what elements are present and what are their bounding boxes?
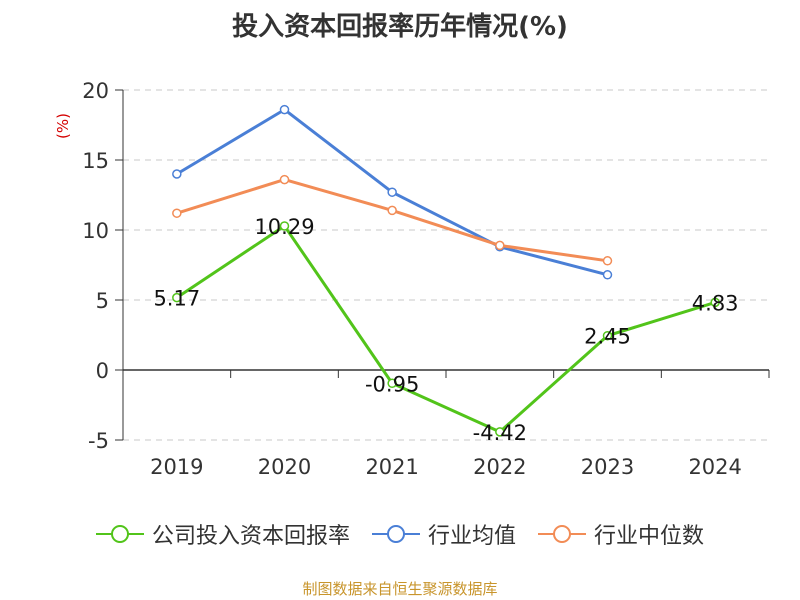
data-label: 2.45 [584, 325, 631, 349]
data-point [279, 174, 290, 185]
data-point [495, 427, 505, 437]
data-point [602, 256, 613, 266]
data-point [710, 297, 720, 308]
chart-legend: 公司投入资本回报率 行业均值 行业中位数 [0, 518, 800, 550]
x-tick-label: 2024 [688, 455, 741, 479]
legend-swatch-company [95, 525, 144, 543]
y-tick-label: 5 [96, 289, 109, 313]
data-point [172, 292, 182, 303]
legend-item-industry-mean[interactable]: 行业均值 [371, 518, 516, 550]
data-label: 5.17 [153, 287, 200, 311]
data-point [172, 169, 182, 179]
legend-item-company[interactable]: 公司投入资本回报率 [95, 518, 350, 550]
y-axis-label: (%) [54, 113, 72, 139]
x-tick-label: 2019 [150, 455, 203, 479]
y-tick-label: -5 [88, 429, 109, 453]
data-label: -4.42 [473, 421, 527, 445]
x-tick-label: 2021 [365, 455, 418, 479]
chart-title: 投入资本回报率历年情况(%) [232, 12, 568, 42]
x-tick-label: 2020 [258, 455, 311, 479]
y-tick-label: 20 [82, 79, 109, 103]
y-tick-label: 0 [96, 359, 109, 383]
legend-swatch-industry-median [538, 525, 586, 543]
data-point [172, 208, 182, 218]
data-point [387, 187, 397, 197]
series-line-0 [176, 224, 716, 434]
legend-label-industry-mean: 行业均值 [427, 524, 516, 549]
data-point [279, 104, 290, 115]
x-tick-label: 2023 [581, 455, 634, 479]
data-label: 4.83 [692, 291, 739, 315]
legend-label-company: 公司投入资本回报率 [151, 524, 350, 549]
legend-swatch-industry-mean [371, 525, 420, 543]
data-point [602, 330, 613, 341]
data-source-note: 制图数据来自恒生聚源数据库 [302, 580, 498, 598]
data-point [279, 221, 290, 231]
x-tick-label: 2022 [473, 455, 526, 479]
legend-label-industry-median: 行业中位数 [594, 524, 705, 549]
data-point [602, 270, 613, 280]
data-point [495, 240, 505, 251]
data-label: 10.29 [254, 215, 314, 239]
data-label: -0.95 [365, 372, 419, 396]
y-tick-label: 10 [82, 219, 109, 243]
y-tick-label: 15 [82, 149, 109, 173]
data-point [387, 205, 397, 216]
legend-item-industry-median[interactable]: 行业中位数 [538, 518, 704, 550]
data-point [387, 378, 397, 389]
